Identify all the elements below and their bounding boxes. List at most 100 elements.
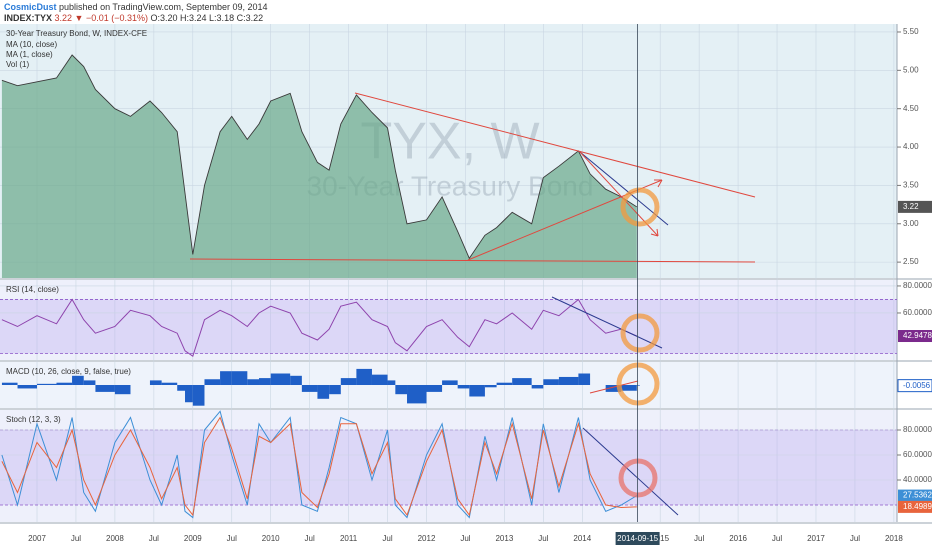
histogram-bar bbox=[469, 385, 485, 397]
last-value-label: 18.4989 bbox=[903, 502, 932, 511]
highlight-circle bbox=[620, 313, 660, 353]
last-value-box bbox=[898, 500, 932, 513]
last-value-box bbox=[897, 379, 932, 393]
cursor-label: 2014-09-15 bbox=[617, 534, 658, 543]
x-tick-label: Jul bbox=[305, 534, 315, 543]
histogram-bar bbox=[161, 382, 178, 385]
histogram-bar bbox=[114, 385, 131, 395]
histogram-bar bbox=[301, 385, 318, 392]
indicator-label: Vol (1) bbox=[6, 60, 29, 69]
last-value-label: -0.0056 bbox=[903, 381, 931, 390]
histogram-bar bbox=[605, 385, 622, 392]
x-tick-label: 2017 bbox=[807, 534, 825, 543]
trend-line bbox=[551, 296, 663, 349]
line bbox=[1, 410, 638, 519]
trend-line bbox=[582, 427, 679, 516]
histogram-bar bbox=[37, 383, 57, 385]
histogram-bar bbox=[247, 379, 260, 385]
published: published on TradingView.com, September … bbox=[59, 2, 268, 12]
histogram-bar bbox=[543, 379, 559, 385]
x-tick-label: 2008 bbox=[106, 534, 124, 543]
band bbox=[0, 430, 897, 505]
x-tick-label: Jul bbox=[772, 534, 782, 543]
histogram-bar bbox=[531, 385, 544, 389]
area bbox=[1, 55, 637, 278]
x-tick-label: 2011 bbox=[340, 534, 358, 543]
histogram-bar bbox=[83, 380, 96, 385]
y-tick-label: 5.00 bbox=[903, 65, 919, 74]
panel-title: RSI (14, close) bbox=[6, 285, 59, 294]
indicator-label: MA (10, close) bbox=[6, 40, 57, 49]
trend-line bbox=[354, 92, 756, 198]
x-tick-label: Jul bbox=[850, 534, 860, 543]
highlight-circle bbox=[618, 458, 658, 498]
histogram-bar bbox=[290, 375, 302, 385]
x-tick-label: 2012 bbox=[418, 534, 436, 543]
histogram-bar bbox=[231, 371, 248, 385]
last-value-box bbox=[898, 489, 932, 502]
histogram-bar bbox=[220, 371, 232, 385]
histogram-bar bbox=[56, 382, 73, 385]
quote-line: INDEX:TYX 3.22 ▼ −0.01 (−0.31%) O:3.20 H… bbox=[4, 13, 263, 23]
histogram-bar bbox=[426, 385, 443, 392]
y-tick-label: 3.50 bbox=[903, 181, 919, 190]
histogram-bar bbox=[496, 382, 513, 385]
y-tick-label: 80.0000 bbox=[903, 281, 932, 290]
trend-line bbox=[589, 380, 639, 394]
histogram-bar bbox=[95, 385, 115, 392]
labels: 2007 Jul 2008 Jul 2009 Jul 2010 Jul 2011 Jul 2012 J… bbox=[6, 24, 932, 545]
x-tick-label: 2014 bbox=[573, 534, 591, 543]
line bbox=[1, 298, 637, 357]
line bbox=[1, 416, 637, 517]
panel-background bbox=[0, 280, 897, 360]
indicator-label: MA (1, close) bbox=[6, 50, 53, 59]
x-tick-label: Jul bbox=[149, 534, 159, 543]
y-tick-label: 80.0000 bbox=[903, 425, 932, 434]
last-value-label: 27.5362 bbox=[903, 491, 932, 500]
histogram-bar bbox=[149, 380, 162, 385]
price-line bbox=[1, 54, 638, 260]
change: 3.22 ▼ −0.01 (−0.31%) bbox=[54, 13, 148, 23]
histogram-bar bbox=[484, 385, 497, 388]
symbol: INDEX:TYX bbox=[4, 13, 53, 23]
layers: TYX, W30-Year Treasury Bond bbox=[0, 24, 932, 524]
x-tick-label: 2018 bbox=[885, 534, 903, 543]
x-tick-label: 2007 bbox=[28, 534, 46, 543]
last-value-label: 42.9478 bbox=[903, 331, 932, 340]
panel-title: Stoch (12, 3, 3) bbox=[6, 415, 61, 424]
histogram-bar bbox=[636, 385, 640, 386]
cursor-box bbox=[615, 532, 660, 545]
panel-title: 30-Year Treasury Bond, W, INDEX-CFE bbox=[6, 29, 147, 38]
arrow-head bbox=[650, 228, 659, 237]
x-tick-label: 2009 bbox=[184, 534, 202, 543]
x-tick-label: 2010 bbox=[262, 534, 280, 543]
histogram-bar bbox=[578, 373, 591, 385]
x-tick-label: 2013 bbox=[495, 534, 513, 543]
histogram-bar bbox=[185, 385, 193, 403]
y-tick-label: 40.0000 bbox=[903, 475, 932, 484]
y-tick-label: 5.50 bbox=[903, 27, 919, 36]
ohlc: O:3.20 H:3.24 L:3.18 C:3.22 bbox=[150, 13, 264, 23]
author[interactable]: CosmicDust bbox=[4, 2, 57, 12]
histogram-bar bbox=[1, 382, 18, 385]
histogram-bar bbox=[395, 385, 408, 395]
trend-line bbox=[189, 258, 756, 263]
histogram-bar bbox=[340, 378, 357, 385]
histogram-bar bbox=[442, 380, 458, 385]
highlight-circle bbox=[620, 187, 660, 227]
y-tick-label: 3.00 bbox=[903, 219, 919, 228]
x-tick-label: Jul bbox=[538, 534, 548, 543]
drawings bbox=[189, 92, 756, 516]
histogram-bar bbox=[204, 379, 221, 385]
x-tick-label: Jul bbox=[460, 534, 470, 543]
x-tick-label: Jul bbox=[227, 534, 237, 543]
highlight-circle bbox=[616, 362, 660, 406]
arrow-head bbox=[654, 179, 663, 188]
histogram-bar bbox=[317, 385, 330, 399]
x-tick-label: 2015 bbox=[651, 534, 669, 543]
last-value-label: 3.22 bbox=[903, 202, 919, 211]
histogram-bar bbox=[621, 385, 637, 391]
histogram-bar bbox=[558, 376, 579, 385]
